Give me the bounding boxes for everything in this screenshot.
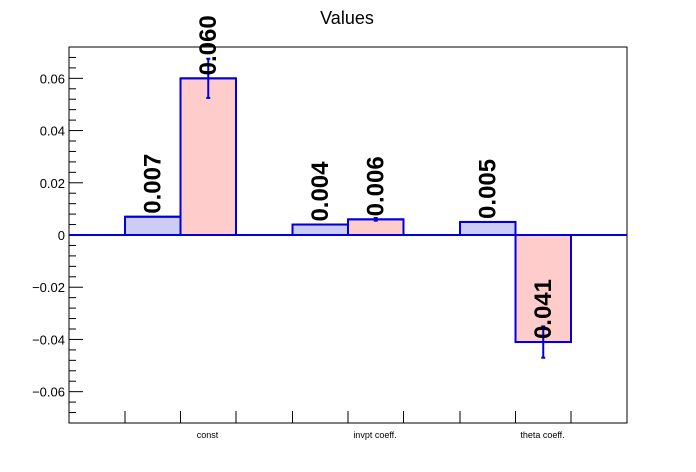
y-tick-label: 0.06 [40, 71, 65, 86]
x-category-label: const [197, 430, 219, 440]
bar-invpt-coeff--s1 [291, 223, 349, 237]
plot-area: −0.06 −0.04 −0.02 0 0.02 0.04 0.06 const invpt c… [32, 15, 628, 440]
x-category-label: invpt coeff. [353, 430, 396, 440]
y-tick-label: −0.04 [32, 332, 65, 347]
x-category-label: theta coeff. [520, 430, 564, 440]
bar-theta-coeff--s1 [459, 220, 517, 236]
y-tick-label: −0.06 [32, 385, 65, 400]
y-tick-label: 0.02 [40, 176, 65, 191]
bar-const-s1 [124, 215, 182, 237]
y-tick-label: 0 [58, 228, 65, 243]
y-tick-label: 0.04 [40, 124, 65, 139]
data-label: 0.004 [307, 161, 334, 222]
bar-invpt-coeff--s2 [347, 218, 405, 236]
data-label: 0.007 [140, 154, 167, 214]
y-tick-label: −0.02 [32, 280, 65, 295]
data-label: 0.006 [363, 156, 390, 216]
data-label: 0.060 [195, 15, 222, 75]
data-label: 0.041 [530, 279, 557, 339]
bar-const-s2 [179, 77, 237, 237]
data-label: 0.005 [475, 159, 502, 219]
chart-title: Values [320, 8, 374, 28]
